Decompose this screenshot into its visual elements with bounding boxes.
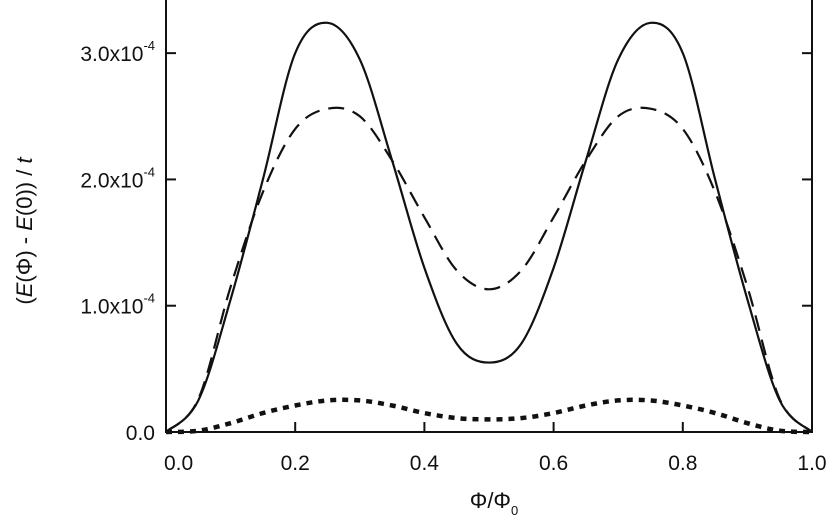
x-axis-title: Φ/Φ0 xyxy=(470,488,518,518)
y-tick-label: 3.0x10-4 xyxy=(80,38,155,66)
x-tick-label: 0.4 xyxy=(410,452,440,475)
plot-frame xyxy=(165,0,813,433)
series-line-solid xyxy=(165,21,813,433)
x-tick-label: 0.2 xyxy=(281,452,310,475)
y-tick-label: 2.0x10-4 xyxy=(80,164,155,192)
y-tick-label: 0.0 xyxy=(126,422,155,445)
x-tick-label: 0.8 xyxy=(668,452,697,475)
y-axis-title-part: (0)) / xyxy=(12,164,37,217)
label-layer: 0.0 0.2 0.4 0.6 0.8 1.0 0.0 1.0x10-4 2.0x10-4 3.0… xyxy=(80,38,826,475)
y-tick-label: 1.0x10-4 xyxy=(80,291,155,319)
y-tick-label-exponent: -4 xyxy=(143,38,155,53)
x-tick-label: 1.0 xyxy=(797,452,826,475)
y-axis-title-part: E xyxy=(12,216,37,231)
x-tick-label: 0.0 xyxy=(164,452,193,475)
x-tick-label: 0.6 xyxy=(539,452,568,475)
series-line-dotted xyxy=(165,397,813,435)
series-line-dashed xyxy=(165,106,813,433)
y-tick-label-exponent: -4 xyxy=(143,164,155,179)
x-axis-title-subscript: 0 xyxy=(511,503,518,518)
y-axis-title: (E(Φ) - E(0)) / t xyxy=(12,157,37,305)
y-axis-title-part: (Φ) - xyxy=(12,231,37,283)
tick-layer xyxy=(165,52,813,433)
y-axis-title-part: t xyxy=(12,157,37,164)
y-axis-title-part: E xyxy=(12,282,37,297)
y-axis-title-part: ( xyxy=(12,297,37,305)
y-tick-label-exponent: -4 xyxy=(143,291,155,306)
series-layer xyxy=(165,21,813,435)
